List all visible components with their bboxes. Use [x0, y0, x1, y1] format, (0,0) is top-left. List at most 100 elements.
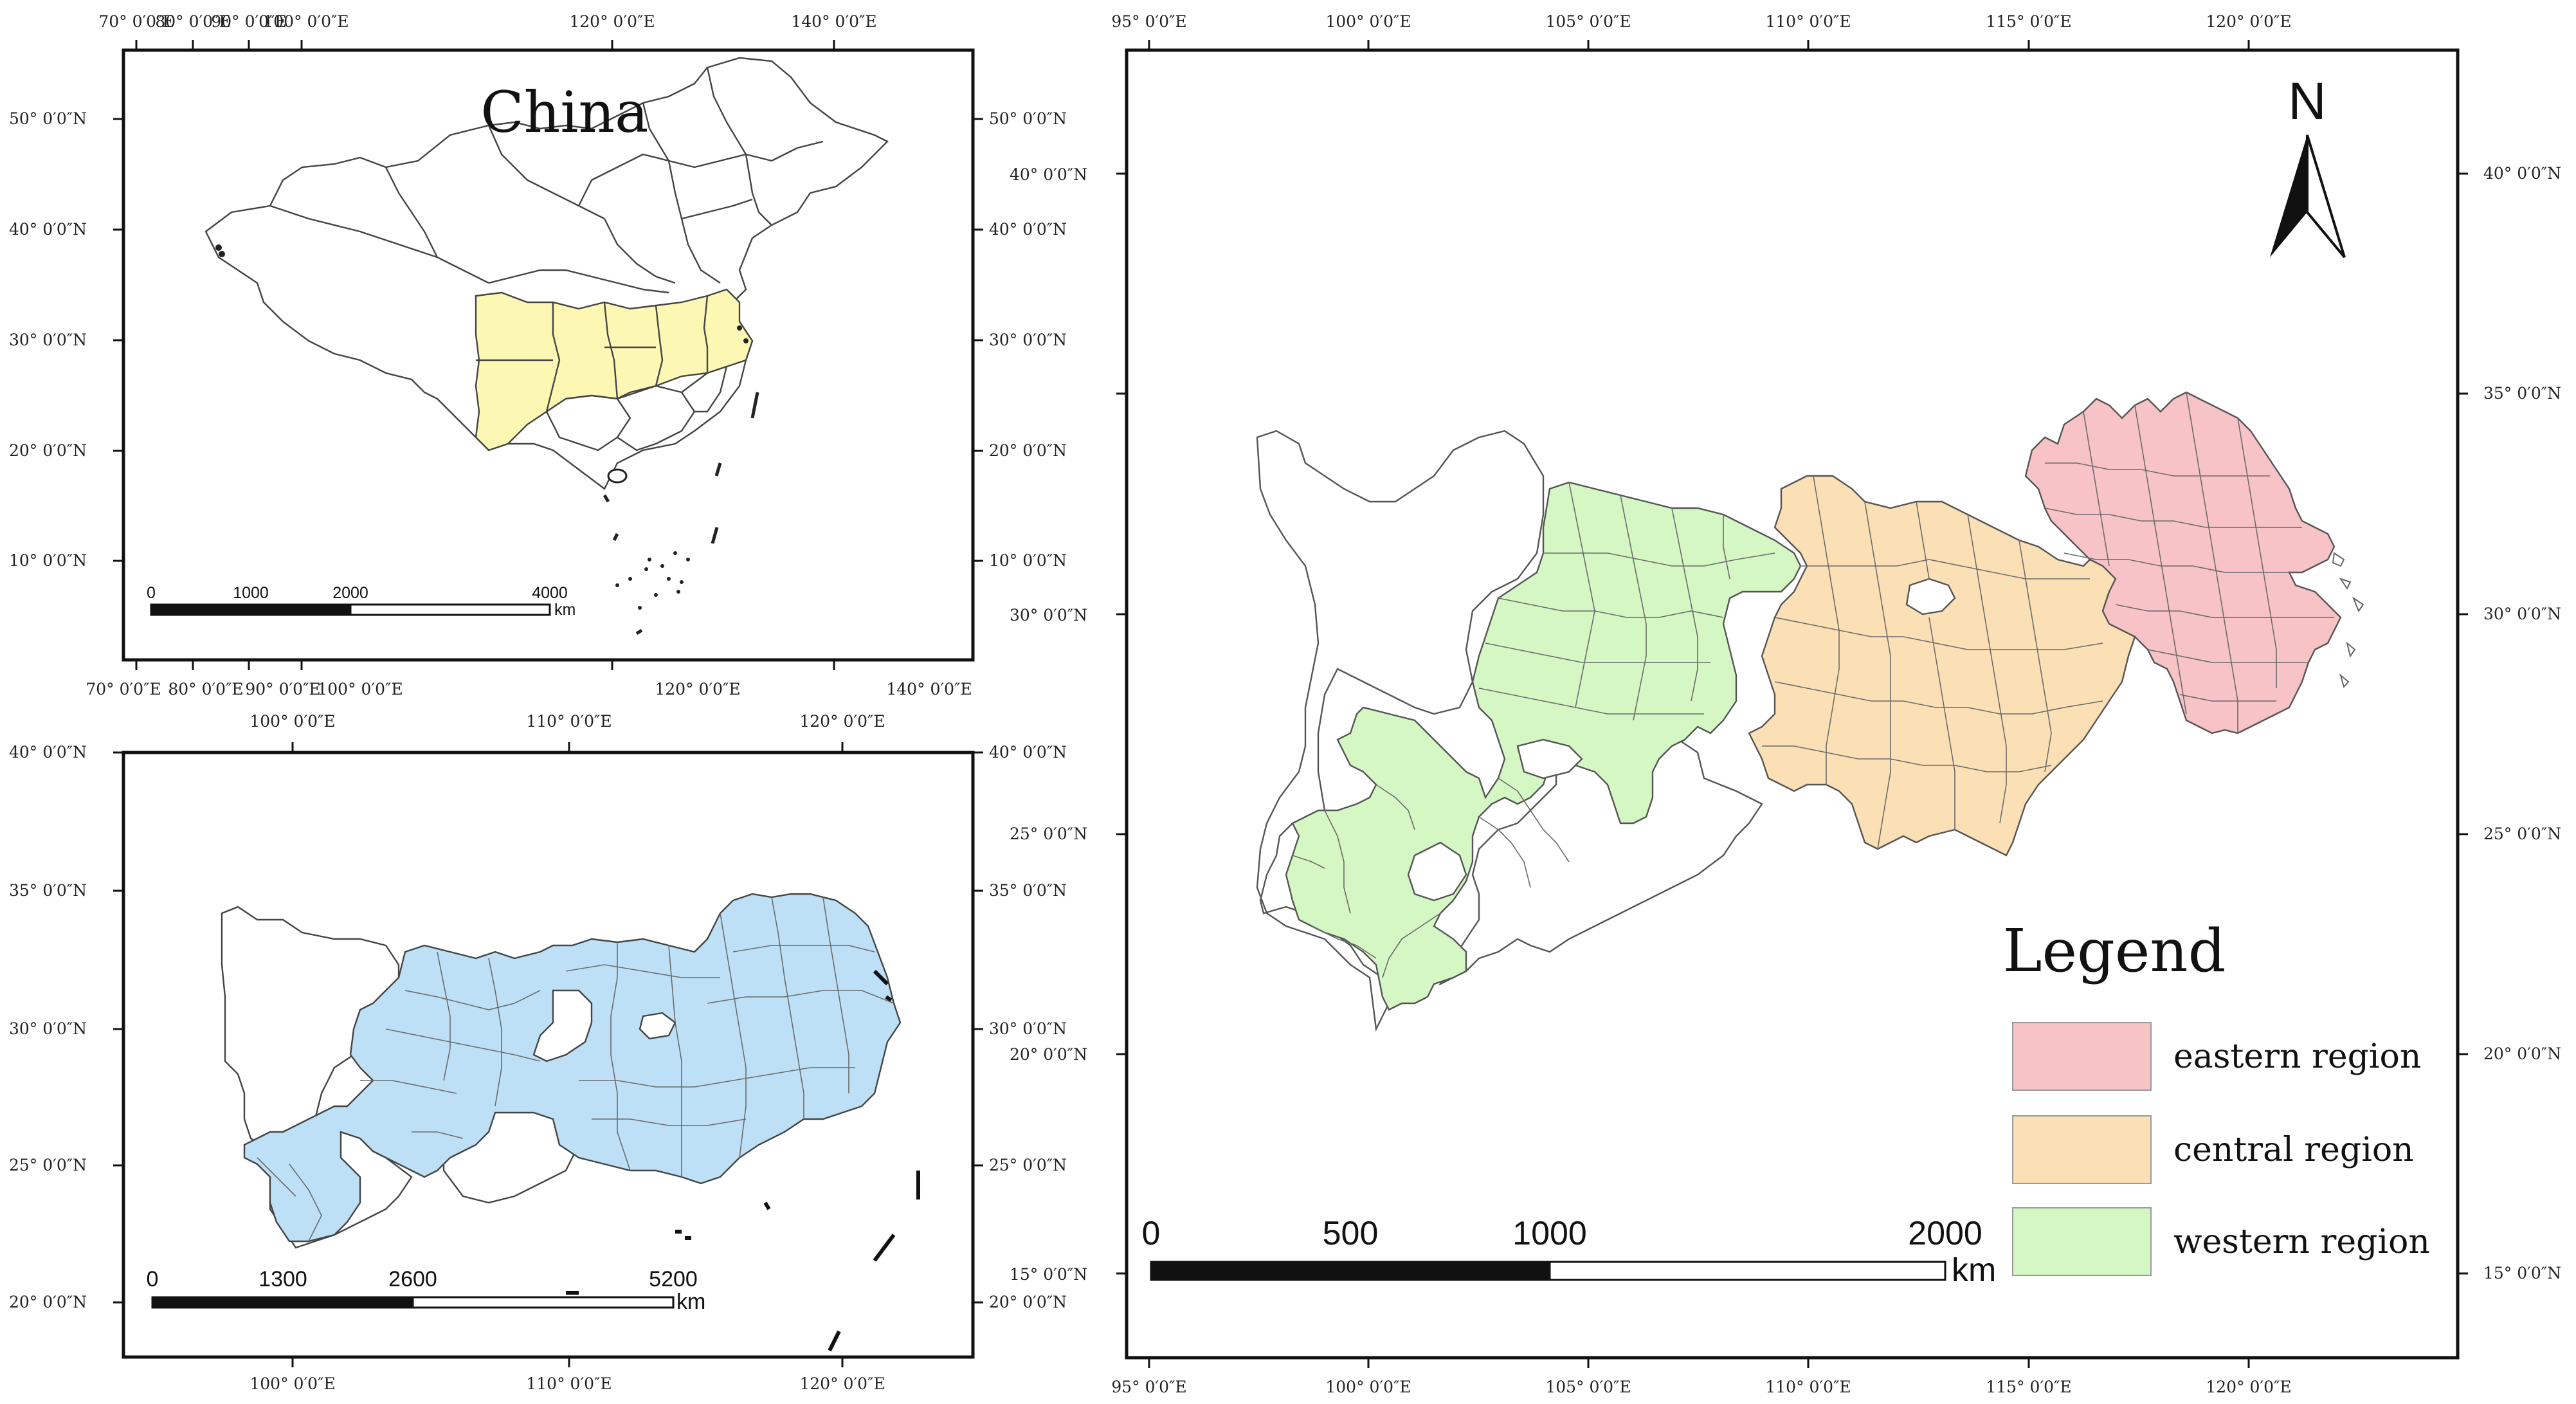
- china-scale-tick: 2000: [332, 584, 368, 602]
- main-lat-label-right: 35° 0′0″N: [2483, 384, 2561, 403]
- china-lon-label-bottom: 70° 0′0″E: [86, 680, 161, 698]
- yangtze-lat-label-right: 30° 0′0″N: [989, 1019, 1067, 1038]
- china-lat-label-right: 40° 0′0″N: [989, 220, 1067, 239]
- yangtze-tick-marks: [113, 742, 983, 1367]
- legend-label: central region: [2173, 1131, 2414, 1169]
- china-lon-label-top: 100° 0′0″E: [263, 12, 349, 31]
- china-province-lines: [269, 67, 824, 294]
- yangtze-lat-label-right: 40° 0′0″N: [989, 743, 1067, 761]
- yangtze-lon-label-bottom: 110° 0′0″E: [526, 1374, 612, 1393]
- china-yangtze-province-lines: [476, 295, 709, 412]
- main-lon-label-top: 95° 0′0″E: [1111, 12, 1186, 31]
- main-scale-bar: 0 500 1000 2000 km: [1142, 1215, 1997, 1289]
- yangtze-lat-label-left: 20° 0′0″N: [9, 1293, 87, 1311]
- yangtze-scale-unit: km: [676, 1290, 705, 1314]
- china-lon-label-bottom: 140° 0′0″E: [886, 680, 972, 698]
- yangtze-lat-label-left: 30° 0′0″N: [9, 1019, 87, 1038]
- china-lat-label-right: 10° 0′0″N: [989, 551, 1067, 570]
- china-lat-label-right: 40° 0′0″N: [1010, 165, 1087, 184]
- yangtze-lat-label-right: 35° 0′0″N: [989, 881, 1067, 900]
- china-lat-label-left: 50° 0′0″N: [9, 109, 87, 128]
- china-lon-label-top: 120° 0′0″E: [569, 12, 655, 31]
- china-scale-tick: 4000: [532, 584, 568, 602]
- main-central-gap: [1905, 578, 1956, 615]
- main-regions-panel: N Legend eastern region central region w…: [1111, 12, 2561, 1396]
- main-lat-label-right: 25° 0′0″N: [2483, 825, 2561, 843]
- main-lon-label-top: 115° 0′0″E: [1986, 12, 2071, 31]
- yangtze-panel-frame: [122, 751, 975, 1359]
- yangtze-scale-tick: 1300: [259, 1267, 307, 1291]
- china-lon-label-top: 90° 0′0″E: [211, 12, 286, 31]
- yangtze-belt-region: [243, 893, 902, 1243]
- main-lon-label-bottom: 110° 0′0″E: [1765, 1378, 1851, 1396]
- main-lat-label-right: 15° 0′0″N: [2483, 1264, 2561, 1282]
- china-lon-label-top: 70° 0′0″E: [98, 12, 174, 31]
- yangtze-belt-gap: [532, 989, 593, 1062]
- main-lon-label-bottom: 105° 0′0″E: [1545, 1378, 1631, 1396]
- main-lon-label-top: 110° 0′0″E: [1765, 12, 1851, 31]
- yangtze-lat-label-right: 25° 0′0″N: [989, 1156, 1067, 1174]
- main-lat-label-right: 40° 0′0″N: [2483, 164, 2561, 183]
- yangtze-panel: 100° 0′0″E 110° 0′0″E 120° 0′0″E 100° 0′…: [9, 712, 1087, 1393]
- main-city-lines: [1292, 392, 2334, 978]
- main-lon-label-bottom: 100° 0′0″E: [1325, 1378, 1411, 1396]
- main-scale-tick: 500: [1323, 1215, 1379, 1252]
- china-south-provinces: [545, 365, 728, 451]
- main-lon-label-bottom: 95° 0′0″E: [1111, 1378, 1186, 1396]
- china-scale-unit: km: [554, 601, 576, 619]
- region-eastern: [2024, 391, 2342, 734]
- china-lat-label-right: 20° 0′0″N: [989, 441, 1067, 460]
- yangtze-lat-label-right: 15° 0′0″N: [1010, 1265, 1087, 1284]
- china-lon-label-top: 80° 0′0″E: [155, 12, 230, 31]
- main-lat-label-right: 20° 0′0″N: [2483, 1044, 2561, 1063]
- main-lon-label-bottom: 115° 0′0″E: [1986, 1378, 2071, 1396]
- china-lon-label-bottom: 90° 0′0″E: [245, 680, 320, 698]
- yangtze-lon-label-top: 120° 0′0″E: [799, 712, 885, 731]
- legend-title: Legend: [2002, 916, 2226, 985]
- china-lat-label-left: 40° 0′0″N: [9, 220, 87, 239]
- main-lat-label-right: 30° 0′0″N: [2483, 605, 2561, 623]
- china-scale-bar: 0 1000 2000 4000 km: [147, 584, 576, 619]
- main-lon-label-top: 120° 0′0″E: [2206, 12, 2291, 31]
- yangtze-city-lines: [257, 897, 894, 1242]
- yangtze-belt-gap: [639, 1012, 676, 1040]
- china-lat-label-left: 20° 0′0″N: [9, 441, 87, 460]
- main-scale-tick: 0: [1142, 1215, 1161, 1252]
- main-tick-marks: [1116, 40, 2468, 1368]
- china-lon-label-bottom: 120° 0′0″E: [655, 680, 740, 698]
- main-scale-tick: 2000: [1908, 1215, 1982, 1252]
- china-lon-label-bottom: 100° 0′0″E: [317, 680, 403, 698]
- yangtze-lon-label-top: 100° 0′0″E: [249, 712, 335, 731]
- china-lon-label-top: 140° 0′0″E: [791, 12, 876, 31]
- yangtze-lat-label-left: 40° 0′0″N: [9, 743, 87, 761]
- legend-swatch-central: [2012, 1115, 2152, 1184]
- region-central: [1748, 475, 2136, 857]
- legend-swatch-eastern: [2012, 1022, 2152, 1091]
- yangtze-lat-label-right: 25° 0′0″N: [1010, 825, 1087, 843]
- legend: Legend eastern region central region wes…: [2002, 916, 2430, 1276]
- yangtze-scale-tick: 5200: [649, 1267, 698, 1291]
- yangtze-lat-label-right: 20° 0′0″N: [989, 1293, 1067, 1311]
- china-scale-tick: 0: [147, 584, 156, 602]
- legend-label: eastern region: [2173, 1037, 2421, 1076]
- main-west-gap: [1516, 738, 1583, 779]
- yangtze-scale-bar: 0 1300 2600 5200 km: [147, 1267, 706, 1314]
- yangtze-lat-label-left: 25° 0′0″N: [9, 1156, 87, 1174]
- yangtze-lon-label-bottom: 100° 0′0″E: [249, 1374, 335, 1393]
- yangtze-west-outline: [221, 906, 413, 1249]
- china-lat-label-left: 30° 0′0″N: [9, 331, 87, 349]
- main-scale-unit: km: [1952, 1252, 1996, 1289]
- china-lat-label-right: 30° 0′0″N: [989, 331, 1067, 349]
- yangtze-lon-label-bottom: 120° 0′0″E: [799, 1374, 885, 1393]
- yangtze-scale-tick: 0: [147, 1267, 159, 1291]
- china-tick-marks: [113, 40, 983, 670]
- yangtze-scale-tick: 2600: [388, 1267, 437, 1291]
- legend-label: western region: [2173, 1223, 2430, 1261]
- yangtze-lon-label-top: 110° 0′0″E: [526, 712, 612, 731]
- china-islands: [603, 392, 759, 635]
- china-overview-panel: China 70° 0′0″E 80° 0′0″E 90° 0′0″E 100°…: [9, 12, 1087, 698]
- main-lon-label-bottom: 120° 0′0″E: [2206, 1378, 2291, 1396]
- yangtze-lat-label-right: 20° 0′0″N: [1010, 1045, 1087, 1064]
- china-south-sea-dots: [215, 244, 748, 610]
